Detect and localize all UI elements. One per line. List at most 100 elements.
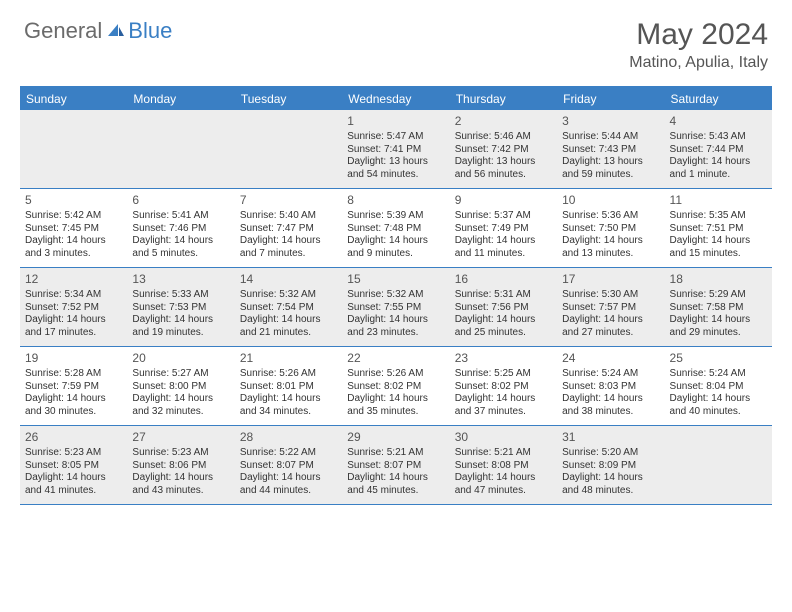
daylight-text: Daylight: 14 hours and 45 minutes. <box>347 472 444 497</box>
day-cell: 11Sunrise: 5:35 AMSunset: 7:51 PMDayligh… <box>665 189 772 267</box>
day-cell <box>127 110 234 188</box>
day-cell: 12Sunrise: 5:34 AMSunset: 7:52 PMDayligh… <box>20 268 127 346</box>
day-cell: 19Sunrise: 5:28 AMSunset: 7:59 PMDayligh… <box>20 347 127 425</box>
daylight-text: Daylight: 14 hours and 43 minutes. <box>132 472 229 497</box>
week-row: 1Sunrise: 5:47 AMSunset: 7:41 PMDaylight… <box>20 110 772 189</box>
daylight-text: Daylight: 14 hours and 48 minutes. <box>562 472 659 497</box>
day-number: 15 <box>347 272 444 287</box>
day-cell <box>665 426 772 504</box>
day-number: 3 <box>562 114 659 129</box>
day-cell: 7 Sunrise: 5:40 AMSunset: 7:47 PMDaylight… <box>235 189 342 267</box>
sunrise-text: Sunrise: 5:42 AM <box>25 210 122 223</box>
day-number: 20 <box>132 351 229 366</box>
day-cell: 30Sunrise: 5:21 AMSunset: 8:08 PMDayligh… <box>450 426 557 504</box>
sunset-text: Sunset: 7:58 PM <box>670 302 767 315</box>
sunset-text: Sunset: 8:05 PM <box>25 460 122 473</box>
day-number: 25 <box>670 351 767 366</box>
day-number: 1 <box>347 114 444 129</box>
day-cell: 25 Sunrise: 5:24 AMSunset: 8:04 PMDayligh… <box>665 347 772 425</box>
sunset-text: Sunset: 7:51 PM <box>670 223 767 236</box>
sunset-text: Sunset: 8:00 PM <box>132 381 229 394</box>
day-header-cell: Thursday <box>450 88 557 110</box>
sunrise-text: Sunrise: 5:47 AM <box>347 131 444 144</box>
daylight-text: Daylight: 14 hours and 25 minutes. <box>455 314 552 339</box>
daylight-text: Daylight: 14 hours and 37 minutes. <box>455 393 552 418</box>
day-header-cell: Saturday <box>665 88 772 110</box>
daylight-text: Daylight: 14 hours and 7 minutes. <box>240 235 337 260</box>
day-cell: 28Sunrise: 5:22 AMSunset: 8:07 PMDayligh… <box>235 426 342 504</box>
day-header-row: SundayMondayTuesdayWednesdayThursdayFrid… <box>20 88 772 110</box>
sunrise-text: Sunrise: 5:41 AM <box>132 210 229 223</box>
sunrise-text: Sunrise: 5:25 AM <box>455 368 552 381</box>
sunrise-text: Sunrise: 5:24 AM <box>562 368 659 381</box>
day-cell: 13Sunrise: 5:33 AMSunset: 7:53 PMDayligh… <box>127 268 234 346</box>
day-cell: 31Sunrise: 5:20 AMSunset: 8:09 PMDayligh… <box>557 426 664 504</box>
sunset-text: Sunset: 7:54 PM <box>240 302 337 315</box>
sunset-text: Sunset: 7:56 PM <box>455 302 552 315</box>
sunset-text: Sunset: 7:59 PM <box>25 381 122 394</box>
sunset-text: Sunset: 8:02 PM <box>347 381 444 394</box>
sunset-text: Sunset: 7:47 PM <box>240 223 337 236</box>
day-number: 14 <box>240 272 337 287</box>
daylight-text: Daylight: 14 hours and 15 minutes. <box>670 235 767 260</box>
day-cell: 21Sunrise: 5:26 AMSunset: 8:01 PMDayligh… <box>235 347 342 425</box>
day-number: 29 <box>347 430 444 445</box>
sunrise-text: Sunrise: 5:31 AM <box>455 289 552 302</box>
day-number: 24 <box>562 351 659 366</box>
sunrise-text: Sunrise: 5:39 AM <box>347 210 444 223</box>
week-row: 12Sunrise: 5:34 AMSunset: 7:52 PMDayligh… <box>20 268 772 347</box>
day-header-cell: Wednesday <box>342 88 449 110</box>
sunset-text: Sunset: 8:04 PM <box>670 381 767 394</box>
day-number: 8 <box>347 193 444 208</box>
day-number: 7 <box>240 193 337 208</box>
day-cell: 6Sunrise: 5:41 AMSunset: 7:46 PMDaylight… <box>127 189 234 267</box>
day-number: 22 <box>347 351 444 366</box>
day-cell: 29Sunrise: 5:21 AMSunset: 8:07 PMDayligh… <box>342 426 449 504</box>
day-number: 13 <box>132 272 229 287</box>
sunrise-text: Sunrise: 5:26 AM <box>240 368 337 381</box>
sunrise-text: Sunrise: 5:44 AM <box>562 131 659 144</box>
daylight-text: Daylight: 14 hours and 35 minutes. <box>347 393 444 418</box>
sunrise-text: Sunrise: 5:46 AM <box>455 131 552 144</box>
day-cell: 14Sunrise: 5:32 AMSunset: 7:54 PMDayligh… <box>235 268 342 346</box>
daylight-text: Daylight: 14 hours and 9 minutes. <box>347 235 444 260</box>
title-block: May 2024 Matino, Apulia, Italy <box>629 18 768 72</box>
logo-sail-icon <box>106 22 126 43</box>
day-cell <box>20 110 127 188</box>
daylight-text: Daylight: 14 hours and 32 minutes. <box>132 393 229 418</box>
daylight-text: Daylight: 14 hours and 44 minutes. <box>240 472 337 497</box>
daylight-text: Daylight: 14 hours and 5 minutes. <box>132 235 229 260</box>
day-number: 19 <box>25 351 122 366</box>
sunrise-text: Sunrise: 5:24 AM <box>670 368 767 381</box>
sunset-text: Sunset: 8:07 PM <box>240 460 337 473</box>
location: Matino, Apulia, Italy <box>629 54 768 72</box>
sunrise-text: Sunrise: 5:34 AM <box>25 289 122 302</box>
daylight-text: Daylight: 14 hours and 21 minutes. <box>240 314 337 339</box>
calendar: SundayMondayTuesdayWednesdayThursdayFrid… <box>20 86 772 505</box>
day-cell: 3Sunrise: 5:44 AMSunset: 7:43 PMDaylight… <box>557 110 664 188</box>
day-cell <box>235 110 342 188</box>
daylight-text: Daylight: 14 hours and 17 minutes. <box>25 314 122 339</box>
daylight-text: Daylight: 14 hours and 40 minutes. <box>670 393 767 418</box>
day-cell: 18Sunrise: 5:29 AMSunset: 7:58 PMDayligh… <box>665 268 772 346</box>
daylight-text: Daylight: 14 hours and 38 minutes. <box>562 393 659 418</box>
day-number: 10 <box>562 193 659 208</box>
daylight-text: Daylight: 14 hours and 29 minutes. <box>670 314 767 339</box>
day-number: 17 <box>562 272 659 287</box>
daylight-text: Daylight: 13 hours and 54 minutes. <box>347 156 444 181</box>
day-number: 16 <box>455 272 552 287</box>
sunrise-text: Sunrise: 5:28 AM <box>25 368 122 381</box>
sunset-text: Sunset: 7:55 PM <box>347 302 444 315</box>
sunrise-text: Sunrise: 5:23 AM <box>132 447 229 460</box>
day-number: 4 <box>670 114 767 129</box>
sunset-text: Sunset: 8:07 PM <box>347 460 444 473</box>
daylight-text: Daylight: 13 hours and 56 minutes. <box>455 156 552 181</box>
day-number: 9 <box>455 193 552 208</box>
day-cell: 1Sunrise: 5:47 AMSunset: 7:41 PMDaylight… <box>342 110 449 188</box>
day-cell: 2Sunrise: 5:46 AMSunset: 7:42 PMDaylight… <box>450 110 557 188</box>
sunrise-text: Sunrise: 5:29 AM <box>670 289 767 302</box>
logo-text-general: General <box>24 18 102 44</box>
sunrise-text: Sunrise: 5:43 AM <box>670 131 767 144</box>
sunrise-text: Sunrise: 5:40 AM <box>240 210 337 223</box>
daylight-text: Daylight: 14 hours and 11 minutes. <box>455 235 552 260</box>
